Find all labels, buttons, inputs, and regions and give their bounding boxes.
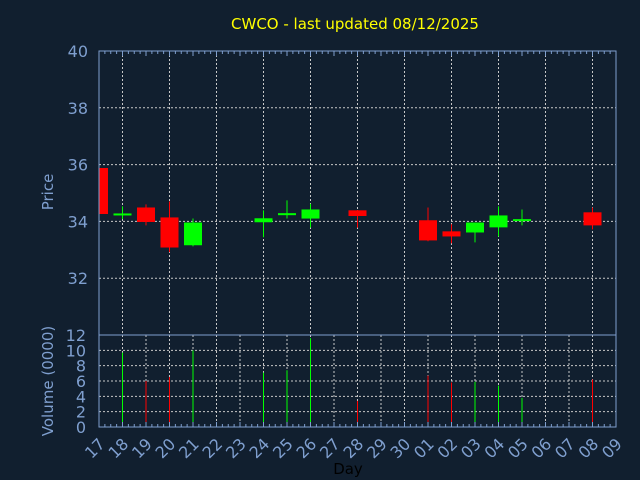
x-axis-label: Day — [333, 460, 363, 478]
candle-body — [254, 218, 273, 223]
volume-axis-label: Volume (0000) — [39, 326, 57, 436]
candle-body — [99, 168, 108, 215]
price-tick-label: 34 — [68, 212, 88, 231]
price-tick-label: 38 — [68, 99, 88, 118]
x-tick-label: 09 — [598, 434, 626, 462]
candle-body — [184, 222, 202, 246]
volume-tick-label: 10 — [66, 341, 86, 360]
volume-tick-label: 0 — [76, 418, 86, 437]
price-axis-label: Price — [39, 174, 57, 211]
price-tick-label: 32 — [68, 269, 88, 288]
volume-tick-label: 4 — [76, 387, 86, 406]
candle-body — [348, 210, 367, 217]
volume-tick-label: 2 — [76, 403, 86, 422]
volume-tick-label: 12 — [66, 326, 86, 345]
candle-body — [160, 217, 179, 248]
candle-body — [278, 213, 296, 216]
price-tick-label: 40 — [68, 42, 88, 61]
candle-body — [513, 219, 531, 222]
candle-body — [466, 222, 484, 233]
candle-body — [137, 207, 155, 222]
candle-body — [489, 215, 508, 228]
candle-body — [419, 220, 437, 241]
candle-body — [113, 213, 132, 216]
chart-title: CWCO - last updated 08/12/2025 — [231, 15, 479, 33]
candle-body — [442, 231, 461, 237]
volume-tick-label: 6 — [76, 372, 86, 391]
volume-tick-label: 8 — [76, 357, 86, 376]
candle-body — [301, 209, 320, 219]
price-tick-label: 36 — [68, 156, 88, 175]
candle-body — [583, 212, 602, 226]
